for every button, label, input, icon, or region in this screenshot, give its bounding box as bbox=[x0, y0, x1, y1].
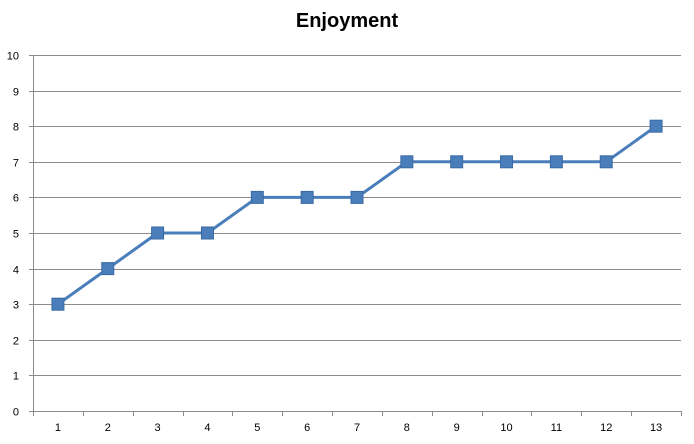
series-line bbox=[57, 124, 657, 306]
x-tick-label: 6 bbox=[304, 422, 310, 434]
y-tick-label: 9 bbox=[13, 87, 19, 99]
y-tick-label: 7 bbox=[13, 158, 19, 170]
x-tick-label: 9 bbox=[454, 422, 460, 434]
x-tick-label: 4 bbox=[204, 422, 210, 434]
data-point-marker bbox=[549, 155, 563, 169]
data-point-marker bbox=[599, 155, 613, 169]
data-point-marker bbox=[200, 226, 214, 240]
data-point-marker bbox=[500, 155, 514, 169]
data-point-marker bbox=[51, 297, 65, 311]
data-point-marker bbox=[649, 119, 663, 133]
axes bbox=[29, 55, 682, 416]
y-tick-label: 5 bbox=[13, 229, 19, 241]
x-tick-labels: 1 2 3 4 5 6 7 8 9 10 11 12 13 bbox=[55, 422, 662, 434]
x-tick-label: 2 bbox=[105, 422, 111, 434]
x-tick-label: 12 bbox=[600, 422, 612, 434]
gridlines bbox=[33, 55, 681, 376]
x-tick-label: 8 bbox=[404, 422, 410, 434]
series-line-path bbox=[57, 124, 657, 306]
data-point-marker bbox=[250, 190, 264, 204]
y-tick-label: 10 bbox=[7, 51, 19, 63]
data-point-marker bbox=[350, 190, 364, 204]
y-tick-label: 1 bbox=[13, 371, 19, 383]
chart-title: Enjoyment bbox=[295, 10, 399, 32]
y-tick-label: 0 bbox=[13, 407, 19, 419]
y-tick-label: 8 bbox=[13, 122, 19, 134]
x-tick-label: 3 bbox=[155, 422, 161, 434]
x-tick-label: 10 bbox=[500, 422, 512, 434]
data-point-marker bbox=[400, 155, 414, 169]
y-tick-label: 3 bbox=[13, 300, 19, 312]
data-point-marker bbox=[151, 226, 165, 240]
x-tick-label: 7 bbox=[354, 422, 360, 434]
data-point-marker bbox=[450, 155, 464, 169]
data-point-marker bbox=[101, 262, 115, 276]
y-tick-label: 4 bbox=[13, 265, 19, 277]
x-tick-label: 1 bbox=[55, 422, 61, 434]
x-tick-label: 13 bbox=[650, 422, 662, 434]
series-markers bbox=[51, 119, 663, 311]
y-tick-label: 6 bbox=[13, 193, 19, 205]
data-point-marker bbox=[300, 190, 314, 204]
x-tick-label: 11 bbox=[551, 422, 562, 434]
x-tick-label: 5 bbox=[254, 422, 260, 434]
y-tick-label: 2 bbox=[13, 336, 19, 348]
y-tick-labels: 0 1 2 3 4 5 6 7 8 9 10 bbox=[7, 51, 19, 419]
